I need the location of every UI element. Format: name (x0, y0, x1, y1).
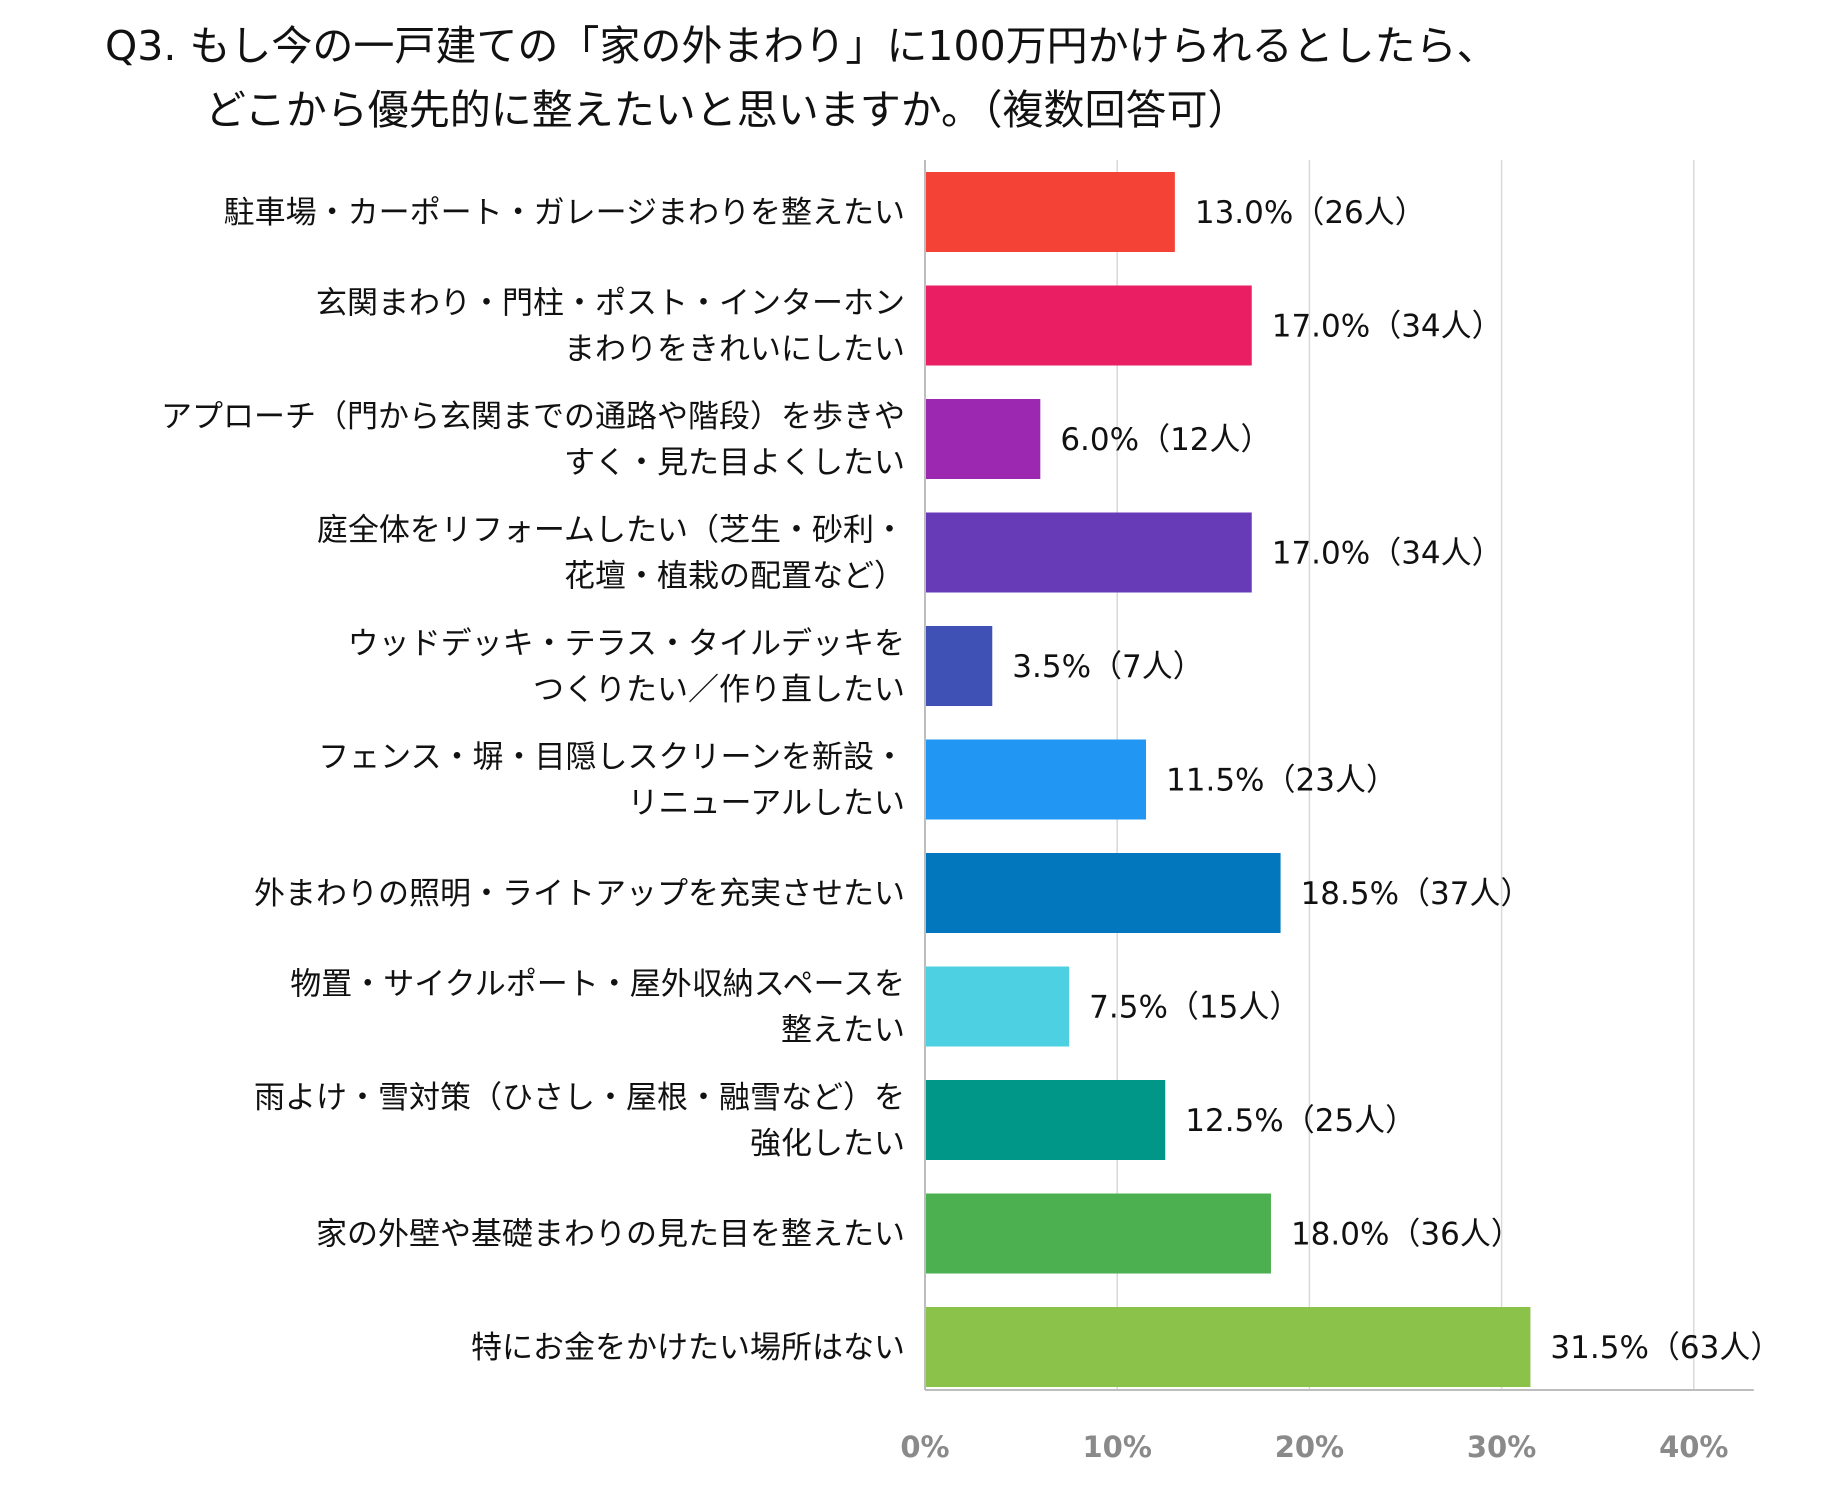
bar (925, 172, 1175, 252)
data-label: 11.5%（23人） (1166, 763, 1397, 799)
bar (925, 399, 1041, 479)
data-label: 18.0%（36人） (1291, 1217, 1522, 1253)
category-label: まわりをきれいにしたい (564, 332, 905, 368)
x-tick-label: 20% (1275, 1430, 1344, 1464)
category-label: 強化したい (750, 1126, 905, 1162)
data-label: 17.0%（34人） (1272, 536, 1503, 572)
category-label: 整えたい (781, 1013, 905, 1049)
bar (925, 626, 993, 706)
x-tick-label: 0% (900, 1430, 949, 1464)
data-label: 17.0%（34人） (1272, 309, 1503, 345)
category-label: フェンス・塀・目隠しスクリーンを新設・ (318, 740, 905, 776)
category-label: リニューアルしたい (628, 786, 905, 822)
data-label: 12.5%（25人） (1185, 1103, 1416, 1139)
bar (925, 1080, 1166, 1160)
category-label: 外まわりの照明・ライトアップを充実させたい (254, 876, 905, 912)
bar (925, 512, 1252, 593)
x-tick-label: 40% (1659, 1430, 1728, 1464)
bar (925, 1193, 1271, 1274)
x-tick-label: 30% (1467, 1430, 1536, 1464)
category-label: 雨よけ・雪対策（ひさし・屋根・融雪など）を (254, 1080, 905, 1116)
data-label: 6.0%（12人） (1060, 422, 1271, 458)
x-tick-label: 10% (1082, 1430, 1151, 1464)
bar (925, 739, 1147, 820)
value-labels: 13.0%（26人） 17.0%（34人） 6.0%（12人） 17.0%（34人） 3… (1012, 195, 1781, 1366)
data-label: 18.5%（37人） (1301, 876, 1532, 912)
category-label: すく・見た目よくしたい (564, 445, 905, 481)
category-label: 駐車場・カーポート・ガレージまわりを整えたい (224, 195, 905, 231)
data-label: 7.5%（15人） (1089, 990, 1300, 1026)
category-label: つくりたい／作り直したい (533, 672, 905, 708)
chart-title-line-1: Q3. もし今の一戸建ての「家の外まわり」に100万円かけられるとしたら、 (105, 22, 1498, 70)
category-label: 家の外壁や基礎まわりの見た目を整えたい (316, 1217, 905, 1253)
axis (924, 160, 1754, 1391)
data-label: 3.5%（7人） (1012, 649, 1203, 685)
category-label: 物置・サイクルポート・屋外収納スペースを (290, 967, 905, 1003)
data-label: 13.0%（26人） (1195, 195, 1426, 231)
category-label: 特にお金をかけたい場所はない (471, 1330, 905, 1366)
bar (925, 285, 1252, 366)
bar (925, 966, 1070, 1047)
bar (925, 1307, 1531, 1387)
category-label: アプローチ（門から玄関までの通路や階段）を歩きや (161, 399, 905, 435)
bar (925, 853, 1281, 933)
x-tick-labels: 0% 10% 20% 30% 40% (900, 1430, 1728, 1464)
category-label: ウッドデッキ・テラス・タイルデッキを (348, 626, 905, 662)
category-label: 花壇・植栽の配置など） (564, 559, 905, 595)
category-labels: 駐車場・カーポート・ガレージまわりを整えたい玄関まわり・門柱・ポスト・インターホ… (161, 195, 905, 1366)
bars (925, 172, 1531, 1387)
category-label: 玄関まわり・門柱・ポスト・インターホン (316, 286, 905, 322)
data-label: 31.5%（63人） (1550, 1330, 1781, 1366)
category-label: 庭全体をリフォームしたい（芝生・砂利・ (317, 513, 905, 549)
chart-title-line-2: どこから優先的に整えたいと思いますか。（複数回答可） (205, 86, 1249, 134)
